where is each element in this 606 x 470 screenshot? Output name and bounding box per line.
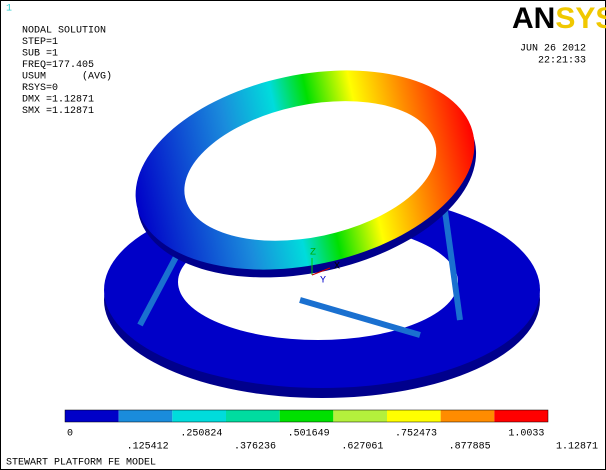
legend-band [280, 410, 334, 422]
info-line: RSYS=0 [22, 83, 58, 94]
triad-x: X [334, 262, 340, 273]
legend-label: .376236 [234, 442, 276, 453]
legend-label: .877885 [449, 442, 491, 453]
legend-band [226, 410, 280, 422]
legend-label: 1.12871 [556, 442, 598, 453]
legend-label: .125412 [127, 442, 169, 453]
info-line: SMX =1.12871 [22, 106, 94, 117]
info-line: FREQ=177.405 [22, 60, 94, 71]
ansys-viewport: 1 NODAL SOLUTIONSTEP=1SUB =1FREQ=177.405… [0, 0, 606, 470]
info-line: STEP=1 [22, 37, 58, 48]
legend-label: .752473 [395, 429, 437, 440]
legend-label: 1.0033 [508, 429, 544, 440]
triad-y: Y [320, 276, 326, 287]
legend-band [333, 410, 387, 422]
legend-label: 0 [67, 429, 73, 440]
time: 22:21:33 [538, 56, 586, 67]
legend-band [172, 410, 226, 422]
info-line: SUB =1 [22, 49, 58, 60]
info-line: NODAL SOLUTION [22, 26, 106, 37]
logo-sys: SYS [555, 2, 606, 35]
date: JUN 26 2012 [520, 44, 586, 55]
triad-z: Z [310, 248, 316, 259]
logo-an: AN [512, 2, 555, 35]
legend-band [494, 410, 548, 422]
legend-band [65, 410, 119, 422]
logo: ANSYS [512, 2, 606, 35]
legend-band [441, 410, 495, 422]
info-line: USUM (AVG) [22, 71, 112, 83]
footer-title: STEWART PLATFORM FE MODEL [6, 458, 156, 469]
info-line: DMX =1.12871 [22, 95, 94, 106]
window-number: 1 [6, 4, 12, 15]
legend-label: .250824 [180, 429, 222, 440]
legend-label: .501649 [288, 429, 330, 440]
legend-band [119, 410, 173, 422]
legend-band [387, 410, 441, 422]
legend-label: .627061 [341, 442, 383, 453]
